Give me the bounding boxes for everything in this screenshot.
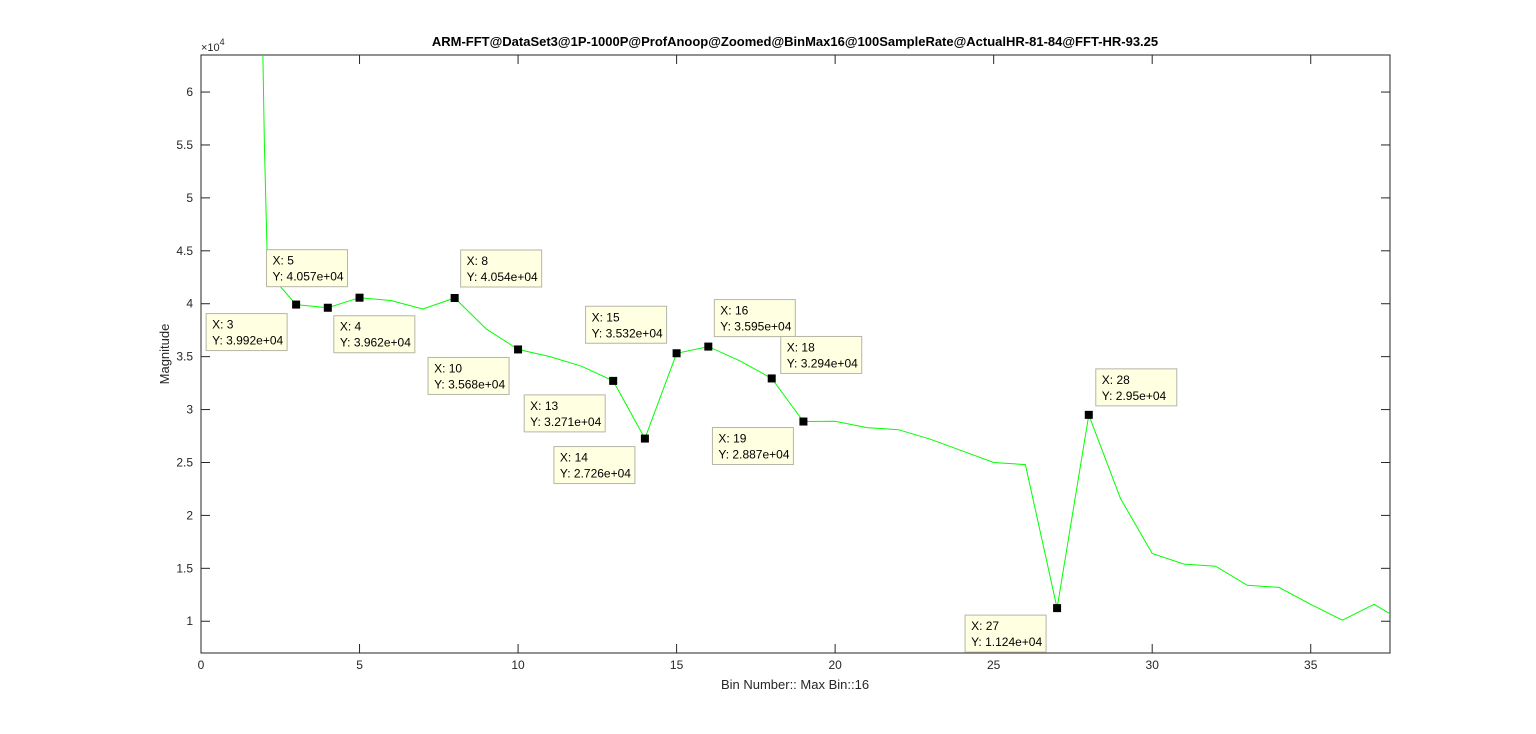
datatip-x-text: X: 13: [530, 399, 558, 413]
datatip-y-text: Y: 3.271e+04: [530, 415, 601, 429]
datatip-y-text: Y: 3.962e+04: [340, 336, 411, 350]
x-tick-label: 20: [828, 658, 842, 672]
y-tick-label: 1.5: [176, 561, 193, 575]
datatip-marker: [799, 417, 808, 426]
x-tick-label: 30: [1146, 658, 1160, 672]
datatip-marker: [450, 294, 459, 303]
datatip-x-text: X: 8: [467, 254, 489, 268]
datatip-y-text: Y: 3.532e+04: [592, 326, 663, 340]
datatip-box: [711, 427, 794, 466]
datatip-x-text: X: 18: [787, 340, 815, 354]
datatip-y-text: Y: 3.992e+04: [212, 334, 283, 348]
x-tick-label: 5: [356, 658, 363, 672]
datatip-marker: [1053, 604, 1062, 613]
y-tick-label: 2: [186, 508, 193, 522]
datatip-box: [205, 313, 288, 352]
datatip-x-text: X: 15: [592, 310, 620, 324]
datatip-box: [964, 614, 1047, 653]
datatip-x-text: X: 27: [971, 619, 999, 633]
datatip-marker: [704, 342, 713, 351]
datatip-marker: [292, 300, 301, 309]
y-tick-label: 4.5: [176, 244, 193, 258]
datatip-y-text: Y: 2.95e+04: [1102, 389, 1167, 403]
y-exponent-base: ×10: [201, 42, 220, 54]
datatip-y-text: Y: 2.887e+04: [718, 448, 789, 462]
datatip-x-text: X: 5: [273, 254, 295, 268]
datatip-box: [585, 305, 668, 344]
y-tick-label: 4: [186, 297, 193, 311]
datatip-y-text: Y: 3.568e+04: [434, 377, 505, 391]
datatip-box: [427, 356, 510, 395]
datatip-x-text: X: 19: [718, 432, 746, 446]
datatip-box: [1095, 368, 1178, 407]
datatip-marker: [672, 349, 681, 358]
datatip-marker: [355, 293, 364, 302]
y-axis-label: Magnitude: [157, 324, 172, 385]
y-tick-label: 5: [186, 191, 193, 205]
datatip-marker: [767, 374, 776, 383]
y-tick-label: 5.5: [176, 138, 193, 152]
datatip-box: [266, 249, 349, 288]
x-tick-label: 25: [987, 658, 1001, 672]
datatip-x-text: X: 14: [560, 451, 588, 465]
y-tick-label: 3.5: [176, 350, 193, 364]
y-tick-label: 2.5: [176, 455, 193, 469]
datatip-x-text: X: 10: [434, 361, 462, 375]
y-exponent-power: 4: [220, 37, 225, 47]
y-tick-label: 3: [186, 403, 193, 417]
datatip-box: [460, 249, 543, 288]
datatip-box: [523, 394, 606, 433]
datatip-box: [713, 299, 796, 338]
datatip-box: [333, 315, 416, 354]
y-tick-label: 1: [186, 614, 193, 628]
datatip-y-text: Y: 3.595e+04: [720, 320, 791, 334]
datatip-x-text: X: 28: [1102, 373, 1130, 387]
y-axis: 1 1.5 2 2.5 3 3.5 4 4.5 5 5.5 6: [176, 85, 1390, 628]
datatip-marker: [609, 376, 618, 385]
datatip-x-text: X: 4: [340, 320, 362, 334]
x-axis: 0 5 10 15 20 25 30 35: [198, 55, 1318, 672]
y-exponent-label: ×104: [201, 37, 225, 54]
datatip-x-text: X: 3: [212, 318, 234, 332]
x-tick-label: 35: [1304, 658, 1318, 672]
chart-title: ARM-FFT@DataSet3@1P-1000P@ProfAnoop@Zoom…: [432, 34, 1158, 49]
datatip-y-text: Y: 1.124e+04: [971, 635, 1042, 649]
y-tick-label: 6: [186, 85, 193, 99]
datatip-marker: [640, 434, 649, 443]
datatip-marker: [1084, 410, 1093, 419]
datatip-y-text: Y: 2.726e+04: [560, 467, 631, 481]
datatip-box: [780, 335, 863, 374]
datatip-box: [553, 446, 636, 485]
datatip-y-text: Y: 3.294e+04: [787, 356, 858, 370]
x-tick-label: 0: [198, 658, 205, 672]
datatip-x-text: X: 16: [720, 304, 748, 318]
datatip-marker: [514, 345, 523, 354]
x-tick-label: 10: [511, 658, 525, 672]
datatip-y-text: Y: 4.054e+04: [467, 270, 538, 284]
x-axis-label: Bin Number:: Max Bin::16: [721, 677, 869, 692]
datatip-marker: [323, 303, 332, 312]
datatip-y-text: Y: 4.057e+04: [273, 270, 344, 284]
datatips-layer: X: 3 Y: 3.992e+04 X: 4 Y: 3.962e+04 X: 5 Y: 4…: [205, 249, 1178, 653]
x-tick-label: 15: [670, 658, 684, 672]
